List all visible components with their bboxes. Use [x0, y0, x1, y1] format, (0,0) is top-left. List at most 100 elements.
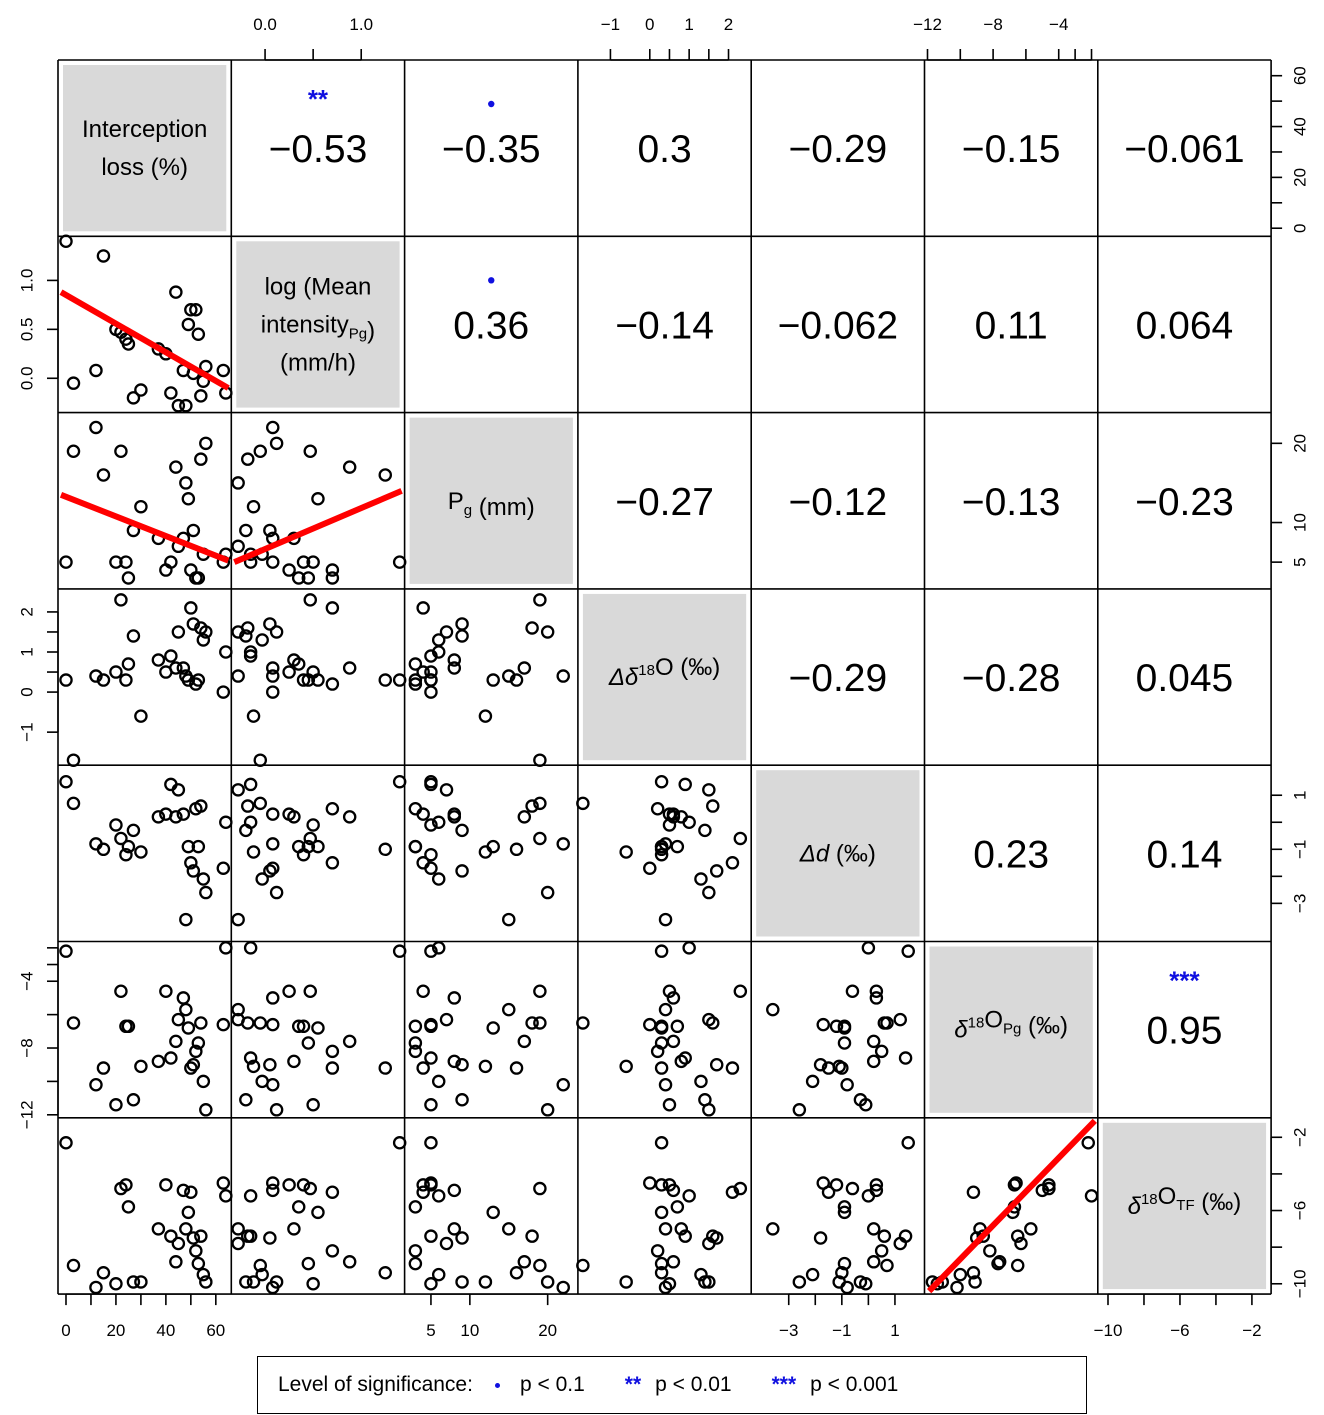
scatter-point	[121, 1200, 136, 1214]
scatter-point	[829, 1178, 844, 1192]
scatter-point	[837, 1256, 852, 1271]
scatter-point	[447, 1183, 462, 1198]
scatter-point	[301, 1036, 316, 1050]
scatter-point	[706, 1229, 720, 1243]
tick-label: 0.5	[17, 318, 36, 342]
scatter-point	[253, 753, 268, 767]
scatter-point	[670, 1200, 685, 1214]
correlation-value: −0.29	[789, 657, 888, 700]
scatter-point	[303, 444, 318, 458]
scatter-point	[263, 1057, 277, 1072]
scatter-point	[134, 1275, 148, 1289]
scatter-point	[231, 1002, 245, 1017]
tick-label: −10	[1291, 1269, 1310, 1298]
scatter-point	[287, 1054, 301, 1069]
scatter-point	[266, 661, 280, 675]
correlation-value: −0.53	[269, 128, 368, 171]
scatter-point	[654, 1036, 669, 1050]
scatter-point	[169, 285, 183, 299]
scatter-point	[219, 815, 233, 830]
variable-label: δ18OPg (‰)	[954, 1007, 1068, 1044]
scatter-point	[556, 1077, 570, 1092]
scatter-point	[291, 839, 306, 854]
scatter-point	[416, 1178, 430, 1192]
scatter-point	[431, 633, 446, 647]
scatter-point	[176, 1183, 191, 1198]
scatter-point	[243, 777, 258, 792]
fit-line	[59, 289, 230, 391]
scatter-point	[533, 831, 547, 846]
scatter-point	[241, 799, 255, 813]
scatter-point	[766, 1222, 780, 1236]
scatter-point	[282, 807, 296, 821]
scatter-point	[255, 872, 269, 886]
scatter-point	[1010, 1258, 1025, 1273]
scatter-point	[976, 1229, 991, 1243]
scatter-point	[992, 1255, 1007, 1269]
scatter-point	[619, 1059, 633, 1074]
scatter-point	[342, 810, 357, 824]
correlation-value: 0.14	[1146, 833, 1222, 876]
scatter-point	[424, 1017, 438, 1032]
scatter-point	[424, 685, 438, 699]
scatter-point	[134, 1059, 148, 1074]
scatter-point	[126, 629, 141, 643]
scatter-point	[533, 593, 547, 607]
legend-three-star-symbol: ***	[771, 1373, 797, 1396]
scatter-point	[525, 799, 539, 813]
scatter-point	[325, 571, 340, 585]
scatter-point	[189, 303, 203, 317]
tick-label: −4	[17, 972, 36, 991]
correlation-value: −0.14	[615, 304, 714, 347]
scatter-point	[199, 885, 213, 900]
scatter-point	[392, 1136, 407, 1150]
correlation-value: 0.3	[637, 128, 691, 171]
scatter-point	[89, 669, 103, 683]
scatter-point	[231, 783, 245, 797]
scatter-point	[643, 861, 657, 875]
scatter-point	[431, 815, 446, 830]
scatter-point	[682, 1189, 696, 1203]
scatter-point	[416, 1061, 430, 1075]
scatter-point	[674, 1222, 689, 1236]
scatter-point	[619, 845, 633, 859]
scatter-point	[186, 523, 201, 538]
scatter-point	[246, 1059, 261, 1074]
scatter-point	[392, 673, 407, 687]
scatter-point	[89, 363, 103, 378]
scatter-point	[455, 864, 469, 878]
scatter-point	[241, 1016, 255, 1030]
scatter-point	[181, 1205, 196, 1220]
scatter-point	[181, 673, 196, 687]
scatter-point	[517, 810, 532, 824]
scatter-point	[121, 839, 136, 854]
scatter-point	[282, 1178, 296, 1192]
scatter-point	[431, 645, 446, 659]
scatter-point	[893, 1236, 908, 1251]
scatter-point	[296, 1178, 311, 1192]
scatter-point	[378, 1061, 393, 1075]
scatter-point	[666, 1183, 681, 1198]
scatter-point	[845, 1181, 860, 1196]
scatter-point	[702, 1275, 716, 1289]
variable-label: intensityPg)	[261, 311, 375, 344]
scatter-point	[179, 1222, 193, 1236]
scatter-point	[255, 633, 269, 647]
scatter-point	[1010, 1229, 1025, 1243]
scatter-point	[517, 661, 532, 675]
scatter-point	[219, 941, 233, 955]
variable-label-part: (mm)	[472, 494, 535, 521]
variable-label-part: O	[984, 1007, 1003, 1034]
scatter-point	[169, 810, 183, 824]
scatter-point	[164, 555, 178, 569]
correlation-value: −0.15	[962, 128, 1061, 171]
legend-item-p001: ** p < 0.01	[625, 1373, 732, 1397]
scatter-point	[191, 839, 206, 854]
variable-label-part: )	[367, 317, 375, 344]
variable-label: Δd (‰)	[799, 840, 876, 867]
scatter-point	[821, 1061, 836, 1075]
scatter-point	[189, 1044, 203, 1059]
scatter-point	[533, 1258, 547, 1273]
scatter-point	[59, 673, 73, 687]
